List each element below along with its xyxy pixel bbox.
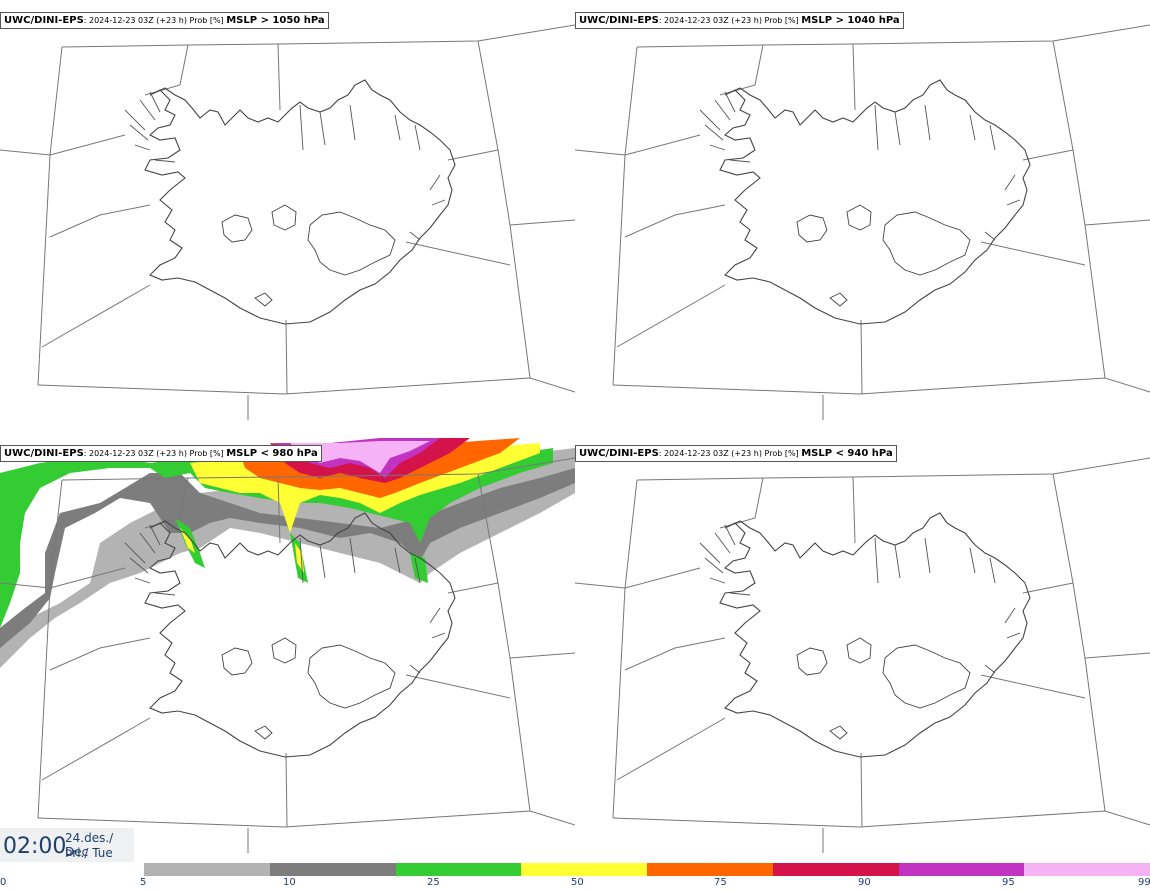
colorbar-segment bbox=[898, 863, 1025, 876]
colorbar-tick-label: 10 bbox=[283, 877, 296, 888]
map-panel-mslp-lt-940: UWC/DINI-EPS: 2024-12-23 03Z (+23 h) Pro… bbox=[575, 433, 1150, 853]
colorbar-segment bbox=[269, 863, 396, 876]
valid-date-line2: Þri./ Tue bbox=[65, 846, 113, 860]
map-canvas bbox=[0, 24, 575, 420]
valid-time-box: 02:00 24.des./ Dec Þri./ Tue bbox=[0, 828, 134, 862]
map-canvas bbox=[575, 457, 1150, 853]
map-canvas bbox=[0, 438, 575, 853]
map-panel-mslp-gt-1050: UWC/DINI-EPS: 2024-12-23 03Z (+23 h) Pro… bbox=[0, 0, 575, 420]
probability-colorbar bbox=[144, 863, 1150, 876]
colorbar-segment bbox=[772, 863, 899, 876]
valid-time-clock: 02:00 bbox=[3, 834, 67, 859]
prob-band-99 bbox=[290, 441, 430, 473]
panel-title: UWC/DINI-EPS: 2024-12-23 03Z (+23 h) Pro… bbox=[0, 445, 322, 462]
map-canvas bbox=[575, 24, 1150, 420]
map-panel-mslp-lt-980: UWC/DINI-EPS: 2024-12-23 03Z (+23 h) Pro… bbox=[0, 433, 575, 853]
panel-title: UWC/DINI-EPS: 2024-12-23 03Z (+23 h) Pro… bbox=[575, 445, 897, 462]
colorbar-tick-label: 50 bbox=[571, 877, 584, 888]
panel-title: UWC/DINI-EPS: 2024-12-23 03Z (+23 h) Pro… bbox=[575, 12, 904, 29]
colorbar-tick-label: 0 bbox=[0, 877, 7, 888]
colorbar-tick-label: 95 bbox=[1002, 877, 1015, 888]
colorbar-segment bbox=[521, 863, 647, 876]
colorbar-tick-label: 5 bbox=[140, 877, 147, 888]
valid-date-line1: 24.des./ Dec bbox=[65, 831, 114, 859]
colorbar-tick-label: 99 bbox=[1138, 877, 1150, 888]
colorbar-segment bbox=[395, 863, 522, 876]
colorbar-segment bbox=[1024, 863, 1150, 876]
colorbar-segment bbox=[144, 863, 270, 876]
colorbar-tick-label: 90 bbox=[858, 877, 871, 888]
panel-title: UWC/DINI-EPS: 2024-12-23 03Z (+23 h) Pro… bbox=[0, 12, 329, 29]
map-panel-mslp-gt-1040: UWC/DINI-EPS: 2024-12-23 03Z (+23 h) Pro… bbox=[575, 0, 1150, 420]
prob-band-50-75 bbox=[180, 528, 195, 553]
colorbar-tick-label: 25 bbox=[427, 877, 440, 888]
colorbar-segment bbox=[647, 863, 773, 876]
colorbar-tick-label: 75 bbox=[714, 877, 727, 888]
prob-band-10-25 bbox=[0, 468, 575, 648]
